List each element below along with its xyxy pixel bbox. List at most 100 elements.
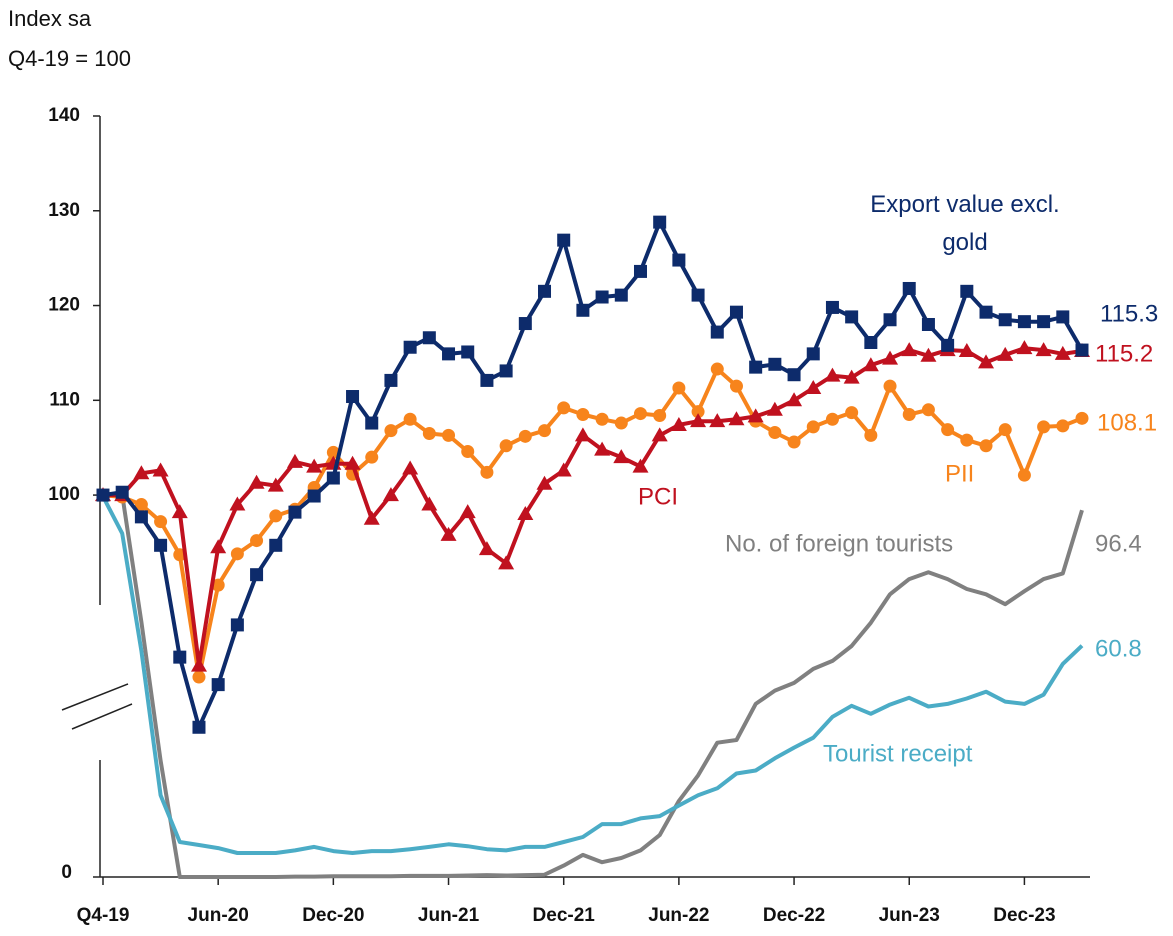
marker xyxy=(595,290,609,304)
marker xyxy=(825,300,839,314)
marker xyxy=(192,670,206,684)
marker xyxy=(518,317,532,331)
x-tick-label: Dec-20 xyxy=(302,905,364,926)
marker xyxy=(326,471,340,485)
y-tick-label: 100 xyxy=(48,484,80,505)
marker xyxy=(480,373,494,387)
marker xyxy=(1056,310,1070,324)
marker xyxy=(670,416,687,431)
marker xyxy=(365,450,379,464)
marker xyxy=(134,510,148,524)
marker xyxy=(480,465,494,479)
x-tick-label: Dec-21 xyxy=(533,905,596,926)
marker xyxy=(498,555,515,570)
marker xyxy=(672,253,686,267)
marker xyxy=(538,284,552,298)
marker xyxy=(1054,345,1071,360)
marker xyxy=(883,379,897,393)
marker xyxy=(691,405,705,419)
marker xyxy=(344,455,361,470)
marker xyxy=(518,429,532,443)
marker xyxy=(115,485,129,499)
marker xyxy=(998,313,1012,327)
marker xyxy=(691,288,705,302)
marker xyxy=(421,496,438,511)
marker xyxy=(882,350,899,365)
marker xyxy=(710,325,724,339)
marker xyxy=(267,477,284,492)
marker xyxy=(363,510,380,525)
marker xyxy=(864,428,878,442)
x-tick-label: Jun-22 xyxy=(648,905,709,926)
x-tick-label: Dec-22 xyxy=(763,905,825,926)
y-tick-label: 140 xyxy=(48,105,80,126)
chart-subtitle: Q4-19 = 100 xyxy=(8,46,131,71)
marker xyxy=(768,357,782,371)
series-label: No. of foreign tourists xyxy=(725,530,953,557)
marker xyxy=(211,678,225,692)
marker xyxy=(211,578,225,592)
marker xyxy=(614,416,628,430)
y2-tick-label: 0 xyxy=(61,862,72,883)
marker xyxy=(806,420,820,434)
marker xyxy=(920,347,937,362)
y-tick-label: 110 xyxy=(49,389,80,410)
series-line xyxy=(103,346,1083,668)
marker xyxy=(998,423,1012,437)
marker xyxy=(979,305,993,319)
marker xyxy=(288,505,302,519)
marker xyxy=(382,487,399,502)
marker xyxy=(422,331,436,345)
marker xyxy=(403,412,417,426)
marker xyxy=(941,423,955,437)
marker xyxy=(306,458,323,473)
marker xyxy=(613,449,630,464)
end-value-label: 115.3 xyxy=(1100,300,1158,327)
marker xyxy=(346,390,360,404)
marker xyxy=(902,281,916,295)
marker xyxy=(806,347,820,361)
marker xyxy=(173,650,187,664)
marker xyxy=(403,340,417,354)
marker xyxy=(538,424,552,438)
marker xyxy=(574,427,591,442)
marker xyxy=(133,465,150,480)
marker xyxy=(862,357,879,372)
marker xyxy=(921,403,935,417)
marker xyxy=(614,288,628,302)
marker xyxy=(250,568,264,582)
marker xyxy=(729,305,743,319)
marker xyxy=(749,360,763,374)
marker xyxy=(709,413,726,428)
marker xyxy=(787,368,801,382)
marker xyxy=(997,346,1014,361)
marker xyxy=(576,408,590,422)
marker xyxy=(1075,411,1089,425)
marker xyxy=(805,379,822,394)
marker xyxy=(269,509,283,523)
marker xyxy=(478,541,495,556)
marker xyxy=(154,538,168,552)
marker xyxy=(536,475,553,490)
marker xyxy=(632,458,649,473)
marker xyxy=(710,362,724,376)
marker xyxy=(134,498,148,512)
marker xyxy=(250,534,264,548)
marker xyxy=(979,439,993,453)
marker xyxy=(728,411,745,426)
marker xyxy=(787,435,801,449)
series-line xyxy=(101,495,1084,855)
marker xyxy=(442,347,456,361)
marker xyxy=(440,526,457,541)
marker xyxy=(499,364,513,378)
x-tick-label: Dec-23 xyxy=(993,905,1055,926)
end-value-label: 108.1 xyxy=(1097,409,1157,436)
marker xyxy=(230,547,244,561)
marker xyxy=(864,335,878,349)
marker xyxy=(422,426,436,440)
marker xyxy=(845,406,859,420)
axis-break xyxy=(61,683,129,711)
marker xyxy=(1035,342,1052,357)
marker xyxy=(190,657,207,672)
